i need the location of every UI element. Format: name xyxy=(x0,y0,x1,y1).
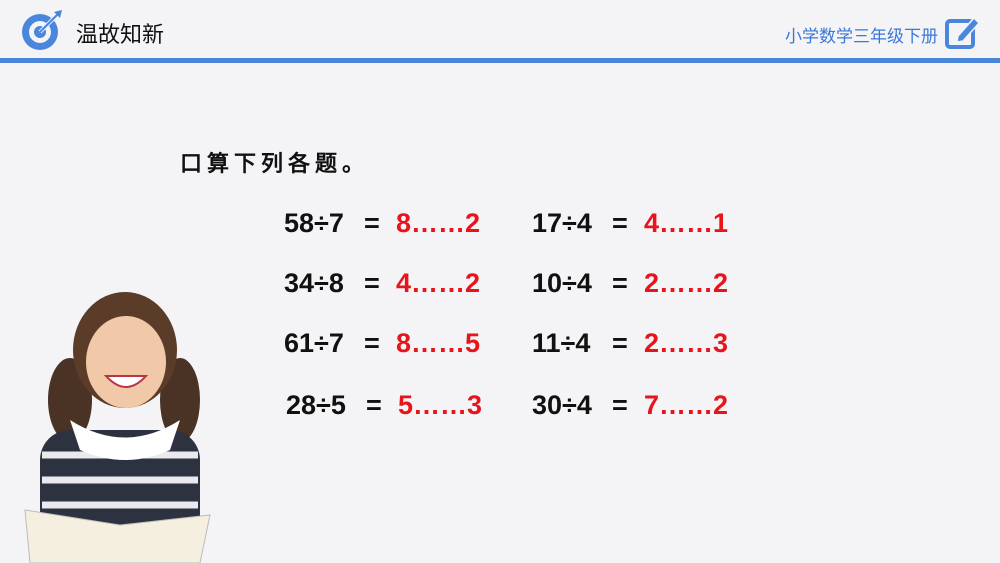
equals-sign: = xyxy=(612,268,628,298)
problem-expression: 28÷5 xyxy=(286,390,346,420)
problem-expression: 61÷7 xyxy=(284,328,344,358)
problem-answer: 8……5 xyxy=(396,328,481,358)
problem-answer: 2……3 xyxy=(644,328,729,358)
problem-expression: 58÷7 xyxy=(284,208,344,238)
section-title: 温故知新 xyxy=(76,23,165,48)
header-divider xyxy=(0,58,1000,63)
equals-sign: = xyxy=(612,390,628,420)
problem-expression: 30÷4 xyxy=(532,390,592,420)
problem-expression: 34÷8 xyxy=(284,268,344,298)
problem-answer: 2……2 xyxy=(644,268,729,298)
equals-sign: = xyxy=(366,390,382,420)
problem-expression: 17÷4 xyxy=(532,208,592,238)
problem-expression: 11÷4 xyxy=(532,328,591,358)
edit-icon xyxy=(945,16,980,49)
equals-sign: = xyxy=(364,208,380,238)
problem-expression: 10÷4 xyxy=(532,268,592,298)
problem-answer: 8……2 xyxy=(396,208,481,238)
problem-answer: 7……2 xyxy=(644,390,729,420)
problem-answer: 4……2 xyxy=(396,268,481,298)
equals-sign: = xyxy=(612,208,628,238)
equals-sign: = xyxy=(364,268,380,298)
equals-sign: = xyxy=(364,328,380,358)
header: 温故知新 小学数学三年级下册 xyxy=(0,0,1000,60)
problem-answer: 5……3 xyxy=(398,390,483,420)
subject-label: 小学数学三年级下册 xyxy=(785,27,938,47)
equals-sign: = xyxy=(612,328,628,358)
girl-reading-illustration xyxy=(24,292,211,563)
problem-answer: 4……1 xyxy=(644,208,729,238)
instruction: 口算下列各题。 xyxy=(180,151,370,177)
target-icon xyxy=(22,10,62,50)
